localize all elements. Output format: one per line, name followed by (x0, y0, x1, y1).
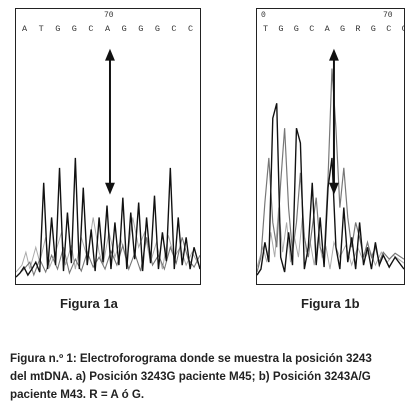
position-tick-a: 70 (104, 11, 114, 20)
sequence-text-b: T G G C A G R G C C C (263, 24, 404, 34)
figure-1a-label: Figura 1a (60, 296, 118, 311)
trace-plot-a (16, 48, 200, 278)
figure-caption: Figura n.º 1: Electroforograma donde se … (10, 350, 410, 404)
position-tick-b-right: 70 (383, 11, 393, 20)
arrow-head-bottom-a (105, 182, 115, 195)
electropherogram-panel-a: 70 A T G G C A G G G C C C (15, 8, 201, 285)
position-tick-b-left: 0 (261, 11, 266, 20)
caption-line-2: del mtDNA. a) Posición 3243G paciente M4… (10, 370, 371, 383)
trace-dark-b (257, 103, 404, 276)
figure-1b-label: Figura 1b (301, 296, 360, 311)
trace-plot-b (257, 48, 404, 276)
sequence-text-a: A T G G C A G G G C C C (22, 24, 201, 34)
trace-dark-a (16, 157, 200, 278)
arrow-head-bottom-b (329, 182, 339, 195)
arrow-head-top-b (329, 48, 339, 61)
arrow-head-top-a (105, 48, 115, 61)
electropherogram-panel-b: 0 70 T G G C A G R G C C C (256, 8, 405, 285)
trace-medium-a (16, 237, 200, 278)
caption-line-1: Figura n.º 1: Electroforograma donde se … (10, 352, 372, 365)
caption-line-3: paciente M43. R = A ó G. (10, 388, 145, 401)
